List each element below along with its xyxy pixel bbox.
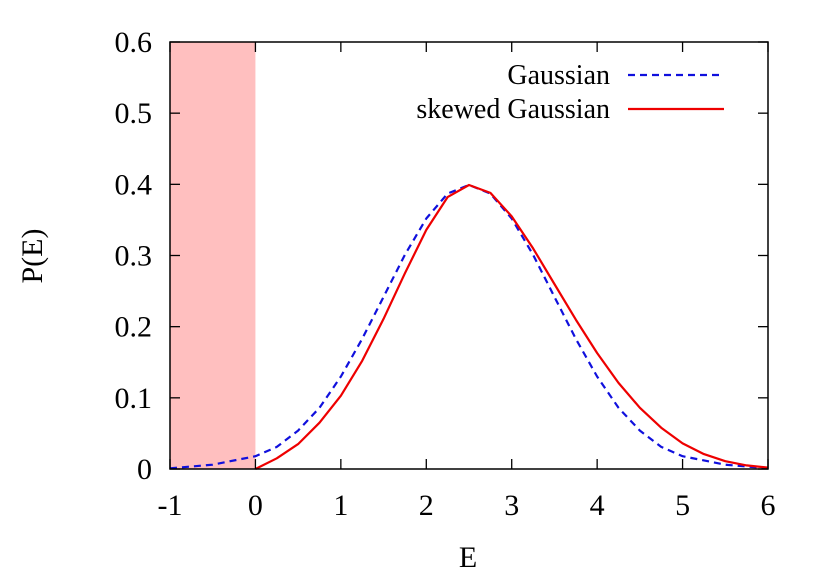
series-line-gaussian [169,183,769,470]
shaded-region [170,42,256,469]
x-tick-label: 5 [675,489,690,522]
legend: Gaussian skewed Gaussian [416,60,724,125]
y-tick-label: 0.3 [115,240,153,273]
y-axis-label: P(E) [16,229,49,284]
y-tick-label: 0.2 [115,311,153,344]
legend-label-gaussian: Gaussian [507,60,610,91]
x-axis-label: E [459,541,477,574]
x-tick-label: 4 [590,489,605,522]
x-tick-label: 6 [761,489,776,522]
x-tick-label: 0 [248,489,263,522]
x-tick-label: 3 [504,489,519,522]
y-tick-label: 0.6 [115,26,153,59]
y-tick-label: 0.4 [115,168,153,201]
x-tick-label: 1 [333,489,348,522]
x-tick-label: -1 [158,489,183,522]
y-tick-label: 0.1 [115,382,153,415]
series-line-skewed-gaussian [254,183,769,470]
y-tick-label: 0 [137,453,152,486]
x-tick-label: 2 [419,489,434,522]
y-tick-label: 0.5 [115,97,153,130]
legend-label-skewed-gaussian: skewed Gaussian [416,94,610,125]
